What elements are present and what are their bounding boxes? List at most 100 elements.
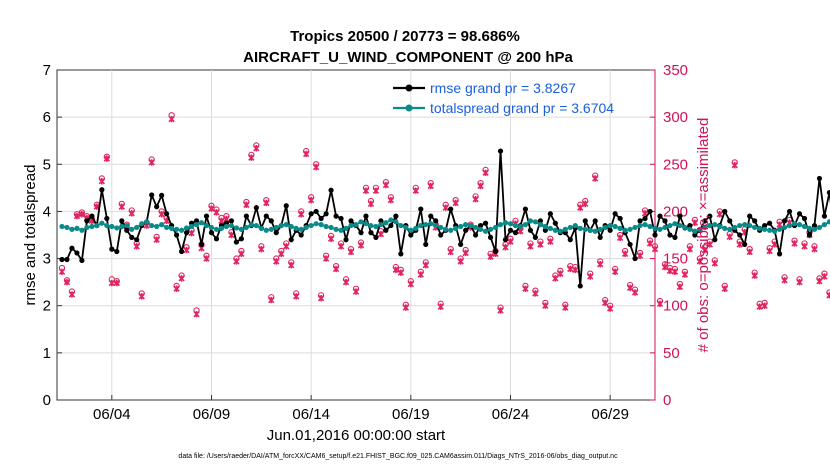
obs-assimilated-marker [238,250,245,258]
obs-assimilated-marker [751,272,758,279]
series-point [463,227,469,233]
series-point [512,222,519,229]
obs-assimilated-marker [507,238,514,245]
obs-assimilated-marker [288,261,295,269]
series-point [403,224,409,231]
obs-assimilated-marker [661,263,669,271]
series-point [223,223,230,230]
series-point [313,221,319,227]
legend-rmse-label: rmse grand pr = 3.8267 [430,80,576,96]
obs-assimilated-marker [397,269,405,276]
series-point [632,224,638,231]
series-point [268,218,274,224]
obs-assimilated-marker [73,212,81,220]
obs-assimilated-marker [791,240,798,247]
series-point [114,248,120,255]
series-point [672,234,678,240]
series-point [502,237,509,243]
series-point [821,213,828,219]
obs-assimilated-marker [577,204,584,211]
obs-assimilated-marker [482,169,489,176]
obs-assimilated-marker [631,289,639,296]
series-point [373,223,379,230]
series-point [69,226,75,232]
grid-lines [57,70,655,400]
y-right-tick-label: 200 [663,203,688,220]
obs-assimilated-marker [307,196,315,204]
series-point [258,225,264,231]
series-point [801,215,808,222]
series-point [368,230,374,236]
obs-assimilated-marker [392,266,400,274]
series-point [522,222,529,228]
obs-assimilated-marker [103,155,110,162]
series-point [263,227,269,233]
obs-assimilated-marker [537,241,544,248]
obs-assimilated-marker [352,288,360,295]
series-point [383,220,389,226]
obs-assimilated-marker [731,162,738,169]
obs-assimilated-marker [562,304,569,311]
obs-assimilated-marker [248,154,255,161]
obs-assimilated-marker [78,211,86,218]
series-point [69,245,75,251]
obs-assimilated-marker [68,291,76,298]
series-point [597,226,603,232]
series-point [737,222,743,229]
obs-assimilated-marker [721,285,728,292]
obs-assimilated-marker [118,203,125,210]
series-point [198,241,205,248]
y-left-tick-label: 6 [43,109,51,126]
obs-assimilated-marker [203,255,210,262]
series-point [463,222,469,228]
obs-assimilated-marker [821,273,828,280]
series-point [418,206,424,212]
obs-assimilated-marker [138,293,145,300]
y-left-tick-label: 4 [43,203,51,220]
obs-assimilated-marker [766,247,773,255]
obs-assimilated-marker [696,258,704,265]
y-axis-right-label: # of obs: o=possible; ×=assimilated [695,118,712,353]
series-point [413,225,419,231]
axis-ticks: 06/04 06/09 06/14 06/19 06/24 06/29 0 1 2 3 4 5 6 7 0 5… [43,62,688,423]
series-point [473,224,479,231]
series-point [433,218,439,224]
series-point [293,225,299,231]
series-point [159,222,165,228]
series-point [248,222,254,228]
y-right-tick-label: 100 [663,298,688,315]
series-point [497,222,504,228]
series-point [288,223,294,230]
obs-assimilated-marker [233,258,240,265]
series-point [139,221,145,227]
obs-assimilated-marker [293,293,300,300]
series-point [622,227,628,233]
series-point [826,219,830,225]
series-point [762,222,768,229]
series-point [313,208,319,215]
series-point [283,222,289,228]
series-point [692,228,698,234]
obs-assimilated-marker [173,285,180,292]
obs-assimilated-marker [646,240,654,247]
obs-assimilated-marker [616,234,624,242]
series-point [811,226,818,232]
series-point [587,227,593,233]
series-point [786,208,793,215]
obs-assimilated-marker [826,292,830,299]
obs-assimilated-marker [437,303,444,310]
obs-assimilated-marker [133,243,140,250]
series-point [338,215,344,222]
obs-assimilated-marker [347,248,355,256]
obs-assimilated-marker [183,246,190,254]
series-point [253,222,259,229]
series-point [169,225,175,231]
series-point [557,228,563,234]
series-point [737,232,743,238]
obs-assimilated-marker [178,275,185,282]
series-point [602,224,608,231]
series-point [502,220,509,226]
series-point [816,224,823,231]
series-point [193,218,200,224]
series-point [677,222,683,229]
